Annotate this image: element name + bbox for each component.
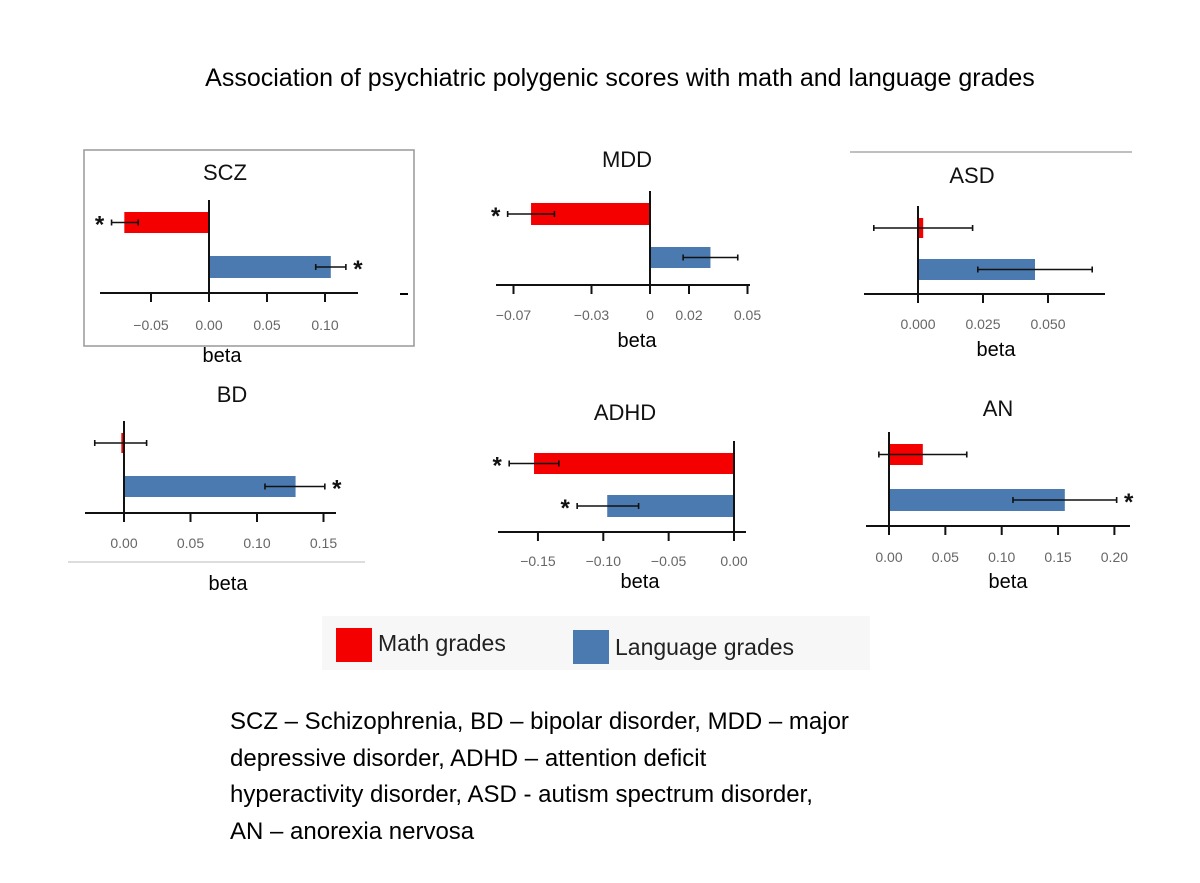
mdd-bar-language [650, 247, 711, 268]
an-tick-label: 0.20 [1101, 549, 1128, 565]
asd-tick-label: 0.000 [900, 316, 935, 332]
mdd-tick-label: −0.07 [496, 307, 532, 323]
bd-title: BD [217, 382, 248, 407]
adhd-significance-star: * [493, 453, 503, 480]
an-bar-language [889, 489, 1065, 511]
bd-tick-label: 0.10 [243, 535, 270, 551]
adhd-tick-label: −0.10 [586, 553, 622, 569]
an-significance-star: * [1124, 489, 1134, 516]
an-tick-label: 0.00 [875, 549, 902, 565]
an-x-label: beta [989, 571, 1029, 593]
adhd-tick-label: 0.00 [720, 553, 747, 569]
an-tick-label: 0.05 [932, 549, 959, 565]
scz-significance-star: * [353, 256, 363, 283]
mdd-tick-label: 0.05 [734, 307, 761, 323]
abbreviation-footnote: SCZ – Schizophrenia, BD – bipolar disord… [230, 704, 849, 850]
mdd-title: MDD [602, 147, 652, 172]
bd-tick-label: 0.05 [177, 535, 204, 551]
scz-panel: SCZ * * −0.05 0.00 0.05 0.10 beta [95, 160, 363, 367]
footnote-line: depressive disorder, ADHD – attention de… [230, 744, 707, 772]
scz-frame [83, 149, 415, 347]
scz-x-label: beta [203, 345, 243, 367]
scz-tick-label: −0.05 [133, 317, 169, 333]
mdd-tick-label: −0.03 [574, 307, 610, 323]
scz-bar-math [124, 212, 209, 233]
footnote-line: hyperactivity disorder, ASD - autism spe… [230, 781, 813, 808]
mdd-panel: MDD * −0.07 −0.03 0 0.02 0.05 beta [491, 147, 761, 352]
bd-x-label: beta [209, 573, 249, 595]
adhd-x-label: beta [621, 571, 661, 593]
adhd-tick-label: −0.15 [520, 553, 556, 569]
asd-tick-label: 0.025 [965, 316, 1000, 332]
scz-significance-star: * [95, 212, 105, 239]
legend-math-swatch [336, 628, 372, 662]
adhd-bar-language [607, 495, 734, 517]
adhd-title: ADHD [594, 400, 656, 425]
an-tick-label: 0.15 [1044, 549, 1071, 565]
legend: Math grades Language grades [322, 616, 870, 670]
bd-tick-label: 0.15 [310, 535, 337, 551]
bd-panel: BD * 0.00 0.05 0.10 0.15 beta [85, 382, 342, 595]
scz-title: SCZ [203, 160, 247, 185]
asd-x-label: beta [977, 339, 1017, 361]
mdd-x-label: beta [618, 330, 658, 352]
asd-tick-label: 0.050 [1030, 316, 1065, 332]
slide-title: Association of psychiatric polygenic sco… [205, 64, 1035, 92]
mdd-bar-math [531, 203, 650, 225]
scz-bar-language [209, 256, 331, 278]
mdd-tick-label: 0.02 [675, 307, 702, 323]
an-tick-label: 0.10 [988, 549, 1015, 565]
asd-panel: ASD 0.000 0.025 0.050 beta [864, 163, 1105, 361]
footnote-line: SCZ – Schizophrenia, BD – bipolar disord… [230, 708, 849, 735]
an-title: AN [983, 396, 1014, 421]
mdd-significance-star: * [491, 203, 501, 230]
adhd-tick-label: −0.05 [651, 553, 687, 569]
bd-significance-star: * [332, 476, 342, 503]
bd-bar-language [124, 476, 296, 497]
bd-tick-label: 0.00 [110, 535, 137, 551]
asd-title: ASD [949, 163, 994, 188]
mdd-tick-label: 0 [646, 307, 654, 323]
adhd-panel: ADHD * * −0.15 −0.10 −0.05 0.00 beta [493, 400, 748, 593]
legend-language-swatch [573, 630, 609, 664]
footnote-line: AN – anorexia nervosa [230, 817, 475, 845]
scz-tick-label: 0.10 [311, 317, 338, 333]
an-panel: AN * 0.00 0.05 0.10 0.15 0.20 beta [866, 396, 1134, 593]
adhd-bar-math [534, 453, 734, 474]
asd-bar-language [918, 259, 1035, 280]
scz-tick-label: 0.00 [195, 317, 222, 333]
scz-tick-label: 0.05 [253, 317, 280, 333]
adhd-significance-star: * [560, 495, 570, 522]
legend-language-label: Language grades [615, 634, 795, 660]
legend-math-label: Math grades [378, 630, 506, 656]
